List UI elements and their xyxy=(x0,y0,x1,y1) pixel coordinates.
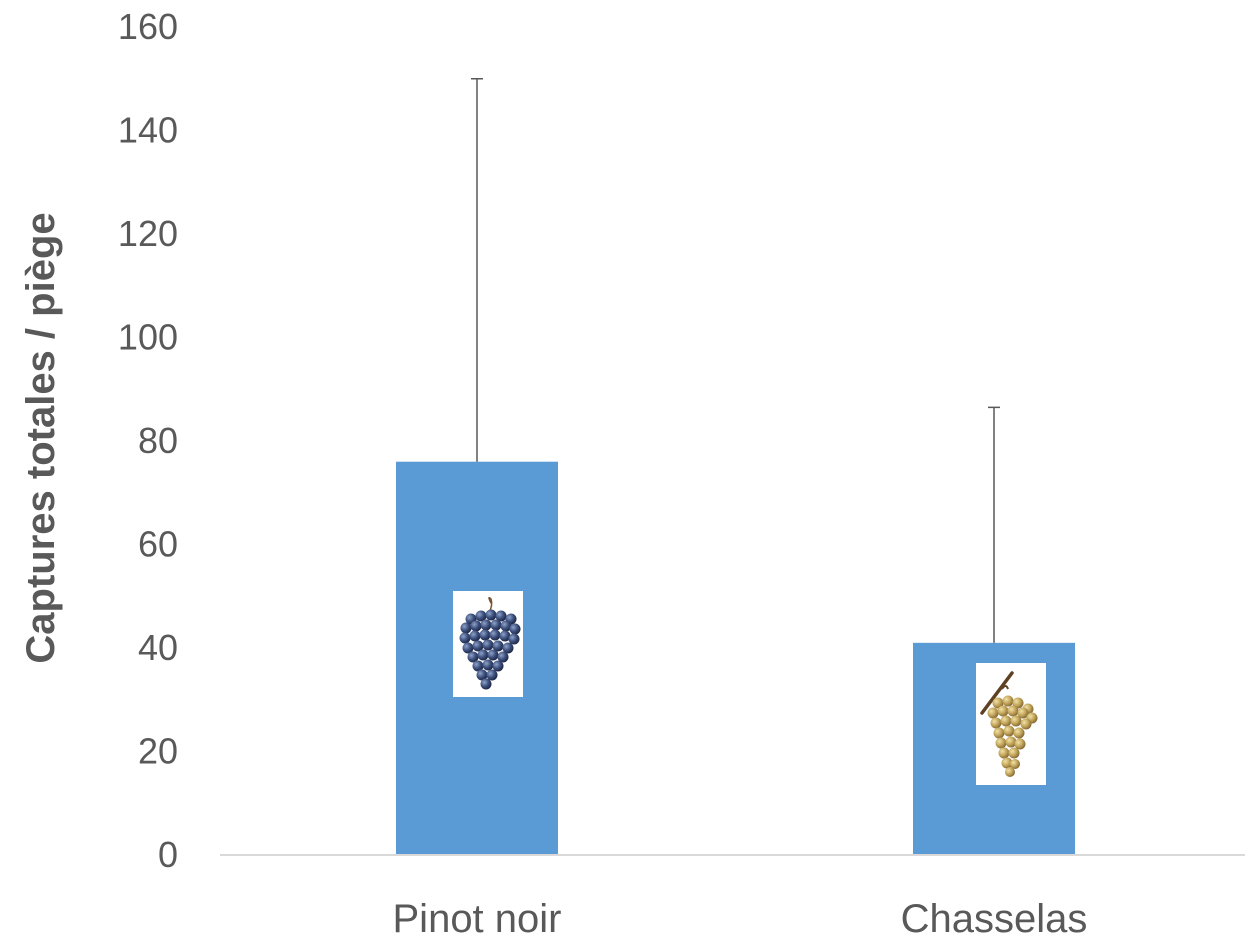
black-grape-cluster-icon xyxy=(453,591,523,697)
error-bar xyxy=(988,406,1000,643)
y-tick-label: 40 xyxy=(138,627,178,668)
y-tick-label: 0 xyxy=(158,834,178,875)
y-axis-ticks: 0 20 40 60 80 100 120 140 160 xyxy=(118,6,178,875)
error-bars xyxy=(471,78,1000,643)
y-tick-label: 140 xyxy=(118,110,178,151)
category-label: Chasselas xyxy=(901,897,1088,939)
y-tick-label: 160 xyxy=(118,6,178,47)
error-bar xyxy=(471,78,483,462)
category-labels: Pinot noir Chasselas xyxy=(393,897,1088,939)
y-tick-label: 20 xyxy=(138,731,178,772)
y-tick-label: 60 xyxy=(138,524,178,565)
y-tick-label: 80 xyxy=(138,420,178,461)
y-tick-label: 120 xyxy=(118,213,178,254)
white-grape-cluster-icon xyxy=(976,663,1046,785)
category-label: Pinot noir xyxy=(393,897,562,939)
y-tick-label: 100 xyxy=(118,317,178,358)
y-axis-title: Captures totales / piège xyxy=(19,212,63,663)
